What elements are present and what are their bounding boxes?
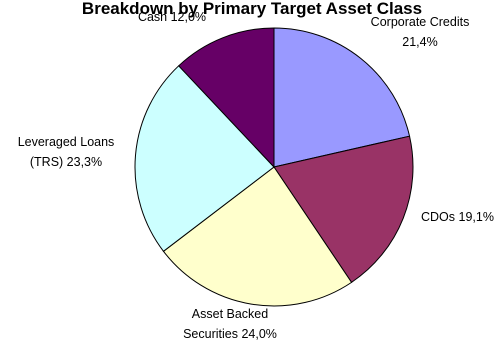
chart-title: Breakdown by Primary Target Asset Class [82,0,422,18]
pie-slice-leveraged-loans-trs [134,65,275,253]
slice-label-leveraged-loans-trs: Leveraged Loans (TRS) 23,3% [18,135,115,169]
slice-labels: Corporate Credits 21,4% CDOs 19,1% Asset Ba… [18,10,494,341]
slice-label-cdos: CDOs 19,1% [421,210,494,224]
slice-label-cash: Cash 12,0% [138,10,206,24]
pie-slice-asset-backed-securities [162,166,353,307]
slice-label-asset-backed-securities: Asset Backed Securities 24,0% [183,307,277,341]
slice-label-corporate-credits: Corporate Credits 21,4% [371,15,470,49]
pie-slice-cash [177,27,275,169]
pie-slice-cdos [273,135,414,284]
pie-slices [134,27,414,307]
pie-slice-corporate-credits [273,27,411,168]
